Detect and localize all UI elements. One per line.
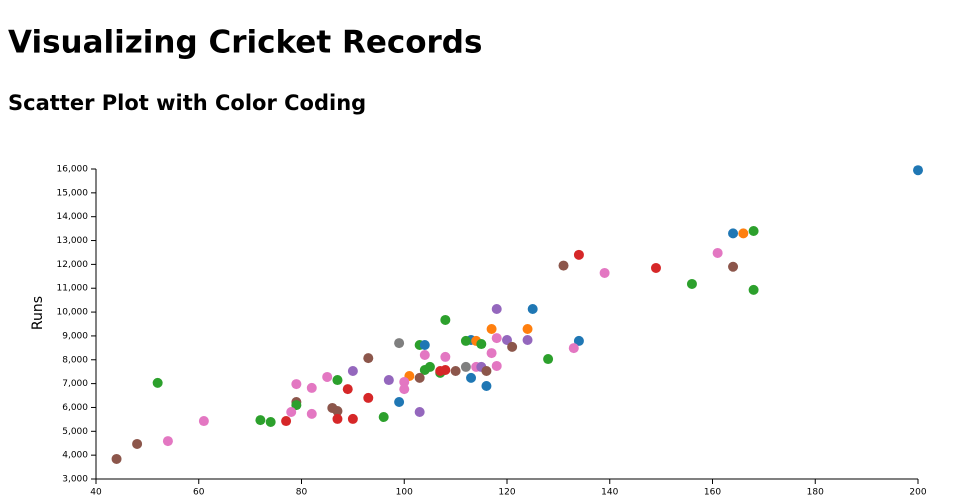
x-tick-label: 200: [909, 488, 926, 498]
y-tick-label: 11,000: [57, 284, 89, 294]
data-point: [383, 375, 394, 386]
x-tick-label: 160: [704, 488, 721, 498]
x-tick-label: 120: [498, 488, 515, 498]
data-point: [394, 396, 405, 407]
x-tick-label: 140: [601, 488, 618, 498]
y-tick-label: 8,000: [62, 355, 88, 365]
data-point: [281, 416, 292, 427]
x-tick-label: 40: [90, 488, 102, 498]
data-point: [450, 365, 461, 376]
y-tick-label: 4,000: [62, 451, 88, 461]
y-tick-label: 16,000: [57, 165, 89, 175]
data-point: [399, 384, 410, 395]
y-tick-label: 7,000: [62, 379, 88, 389]
data-point: [481, 365, 492, 376]
data-point: [286, 406, 297, 417]
data-point: [481, 381, 492, 391]
data-point: [440, 351, 451, 362]
data-point: [394, 338, 405, 349]
data-point: [502, 334, 512, 345]
data-point: [466, 372, 477, 383]
data-point: [748, 226, 759, 236]
data-point: [522, 334, 533, 345]
data-point: [507, 341, 518, 352]
data-point: [363, 353, 374, 364]
data-point: [363, 392, 374, 403]
data-point: [748, 284, 759, 295]
data-point: [558, 260, 569, 271]
data-point: [265, 417, 276, 428]
data-point: [424, 361, 435, 372]
data-point: [255, 415, 266, 426]
data-point: [650, 262, 661, 273]
data-point: [347, 413, 358, 424]
y-tick-label: 3,000: [62, 475, 88, 485]
data-point: [599, 267, 610, 278]
page-title: Visualizing Cricket Records: [8, 25, 482, 61]
data-point: [306, 408, 317, 419]
data-point: [728, 261, 739, 272]
y-tick-label: 10,000: [57, 308, 89, 318]
data-point: [419, 350, 430, 360]
data-point: [332, 375, 343, 386]
x-tick-label: 180: [807, 488, 824, 498]
page-subtitle: Scatter Plot with Color Coding: [8, 91, 366, 115]
data-point: [460, 335, 471, 346]
data-point: [332, 413, 343, 424]
data-point: [347, 365, 358, 376]
data-point: [728, 228, 739, 239]
data-point: [738, 228, 749, 239]
data-point: [419, 339, 430, 350]
data-point: [573, 249, 584, 260]
data-point: [152, 377, 163, 388]
data-point: [686, 278, 697, 289]
x-tick-label: 100: [396, 488, 413, 498]
data-point: [573, 335, 584, 346]
data-point: [460, 361, 471, 372]
y-tick-label: 15,000: [57, 188, 89, 198]
data-point: [440, 314, 451, 325]
data-point: [527, 303, 538, 314]
data-point: [543, 354, 554, 365]
data-point: [486, 324, 497, 335]
data-point: [111, 453, 122, 464]
x-tick-label: 60: [193, 488, 205, 498]
data-point: [913, 165, 923, 176]
data-point: [491, 333, 502, 344]
data-point: [486, 348, 497, 359]
data-point: [162, 436, 173, 447]
data-point: [132, 438, 143, 449]
data-point: [291, 379, 302, 390]
y-axis-label: Runs: [30, 296, 46, 330]
data-point: [306, 382, 317, 393]
data-point: [332, 406, 343, 417]
data-point: [522, 324, 533, 335]
data-point: [440, 365, 451, 376]
y-tick-label: 14,000: [57, 212, 89, 222]
y-tick-label: 12,000: [57, 260, 89, 270]
data-point: [712, 247, 723, 258]
data-point: [291, 400, 302, 411]
data-point: [476, 339, 487, 350]
data-point: [198, 416, 209, 427]
data-point: [414, 372, 425, 383]
data-point: [342, 384, 353, 395]
data-point: [399, 376, 410, 387]
data-point: [378, 412, 389, 422]
x-tick-label: 80: [296, 488, 308, 498]
y-tick-label: 6,000: [62, 403, 88, 413]
y-tick-label: 9,000: [62, 331, 88, 341]
y-tick-label: 13,000: [57, 236, 89, 246]
data-point: [491, 303, 502, 314]
data-point: [322, 371, 333, 382]
y-tick-label: 5,000: [62, 427, 88, 437]
data-point: [568, 343, 579, 354]
data-point: [491, 360, 502, 371]
data-point: [414, 406, 425, 417]
